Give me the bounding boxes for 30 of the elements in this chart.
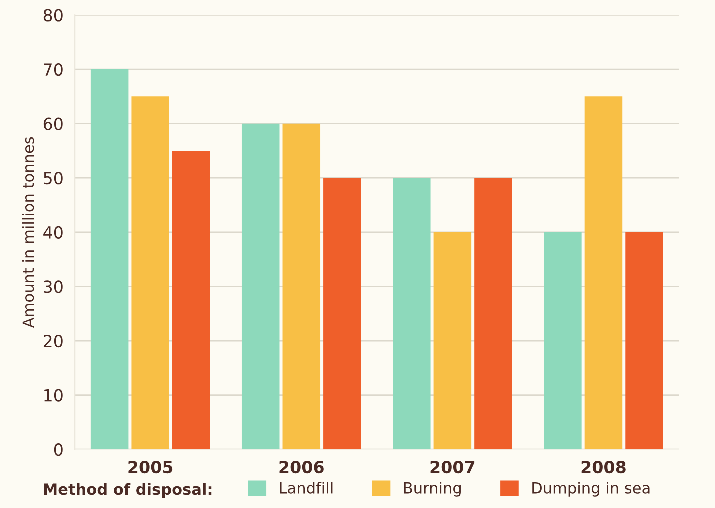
x-tick-label: 2006 [280,460,324,474]
legend-label: Landfill [280,482,333,494]
x-tick-label: 2005 [128,460,173,474]
bar [242,124,280,450]
bar [393,178,431,450]
bar [544,232,582,450]
bar [474,178,512,450]
y-axis-title: Amount in million tonnes [22,137,34,328]
legend-title: Method of disposal: [44,483,212,498]
y-tick-label: 40 [44,226,63,239]
bar [132,96,170,450]
y-tick-label: 70 [44,63,63,76]
y-tick-label: 80 [44,9,63,22]
legend-label: Burning [404,482,461,497]
y-tick-label: 30 [44,280,63,294]
x-tick-label: 2007 [430,460,475,474]
y-tick-label: 0 [54,444,63,456]
bar [282,124,321,450]
bar [584,96,623,450]
bar [324,178,362,450]
y-tick-label: 20 [44,334,63,348]
bar [90,70,129,450]
bar [172,150,210,450]
y-tick-label: 50 [44,172,63,185]
y-tick-label: 60 [44,118,63,130]
bar [434,232,472,450]
bar [626,232,664,450]
legend-label: Dumping in sea [532,482,650,497]
y-tick-label: 10 [44,389,63,402]
x-tick-label: 2008 [582,460,626,474]
